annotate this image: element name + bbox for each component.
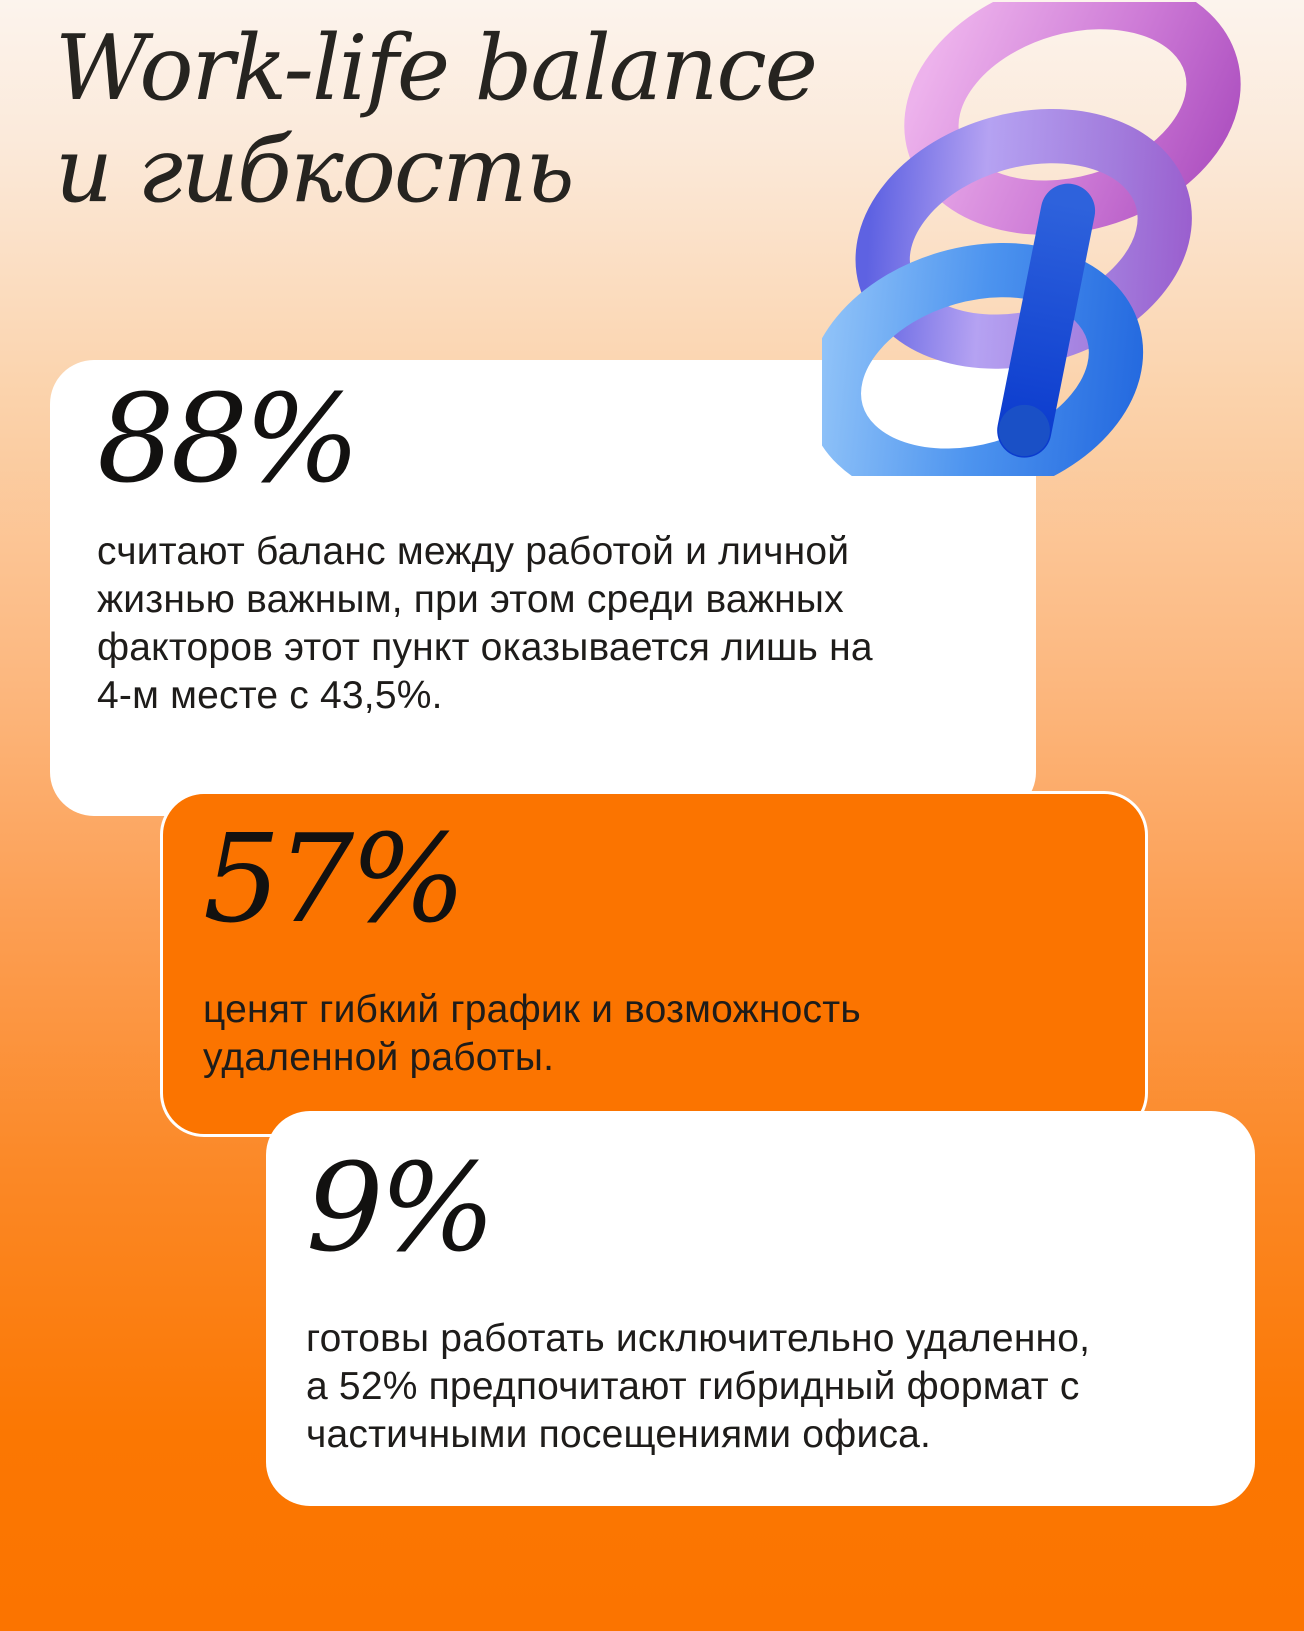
spiral-end-cap [998,404,1050,457]
stat-card-flexibility: 57% ценят гибкий график и возможность уд… [160,791,1148,1137]
spiral-tail [997,183,1096,458]
stat-description: ценят гибкий график и возможность удален… [203,987,861,1079]
stat-card-remote: 9% готовы работать исключительно удаленн… [266,1111,1255,1506]
spiral-3d-icon [822,2,1241,476]
stat-description: готовы работать исключительно удаленно, … [306,1316,1091,1456]
stat-description: считают баланс между работой и личной жи… [97,529,873,717]
stat-value: 9% [306,1137,496,1279]
stat-value: 57% [203,808,466,950]
stat-value: 88% [97,368,360,510]
page-title: Work-life balance и гибкость [55,16,818,223]
spiral-coil-blue [822,243,1144,476]
